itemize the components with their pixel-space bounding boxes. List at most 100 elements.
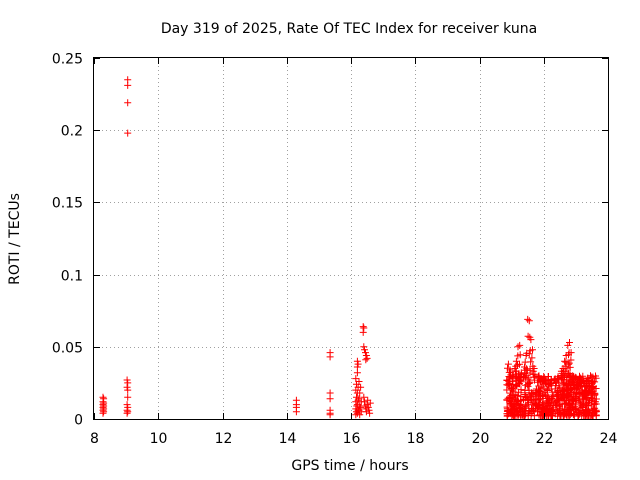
data-point	[538, 408, 545, 416]
data-point	[522, 402, 530, 410]
data-point	[532, 388, 540, 396]
data-point	[354, 396, 362, 404]
data-point	[356, 411, 364, 419]
data-points	[99, 76, 600, 420]
data-point	[523, 365, 531, 373]
data-point	[544, 387, 552, 394]
data-point	[565, 360, 573, 368]
y-tick-label: 0.15	[52, 196, 83, 212]
x-tick-label: 18	[407, 431, 425, 447]
data-point	[529, 346, 536, 354]
data-point	[548, 404, 556, 412]
data-point	[588, 409, 596, 417]
data-point	[591, 378, 599, 386]
data-point	[354, 360, 362, 368]
x-tick-label: 14	[279, 431, 297, 447]
data-point	[592, 406, 600, 414]
data-point	[536, 388, 543, 396]
data-point	[576, 375, 584, 383]
data-point	[582, 392, 589, 400]
data-point	[588, 384, 596, 392]
data-point	[579, 376, 587, 384]
data-point	[549, 406, 557, 414]
data-point	[528, 354, 536, 362]
data-point	[124, 408, 132, 416]
data-point	[124, 81, 132, 89]
plot-frame	[93, 57, 609, 420]
data-point	[524, 397, 532, 405]
data-point	[561, 391, 569, 399]
data-point	[526, 392, 534, 400]
data-point	[504, 360, 512, 368]
data-point	[99, 409, 107, 417]
data-point	[569, 396, 577, 404]
data-point	[541, 375, 549, 383]
data-point	[326, 411, 334, 419]
data-point	[532, 402, 540, 410]
data-point	[510, 411, 518, 419]
data-point	[566, 363, 574, 371]
data-point	[530, 399, 538, 407]
y-tick-label: 0.1	[61, 269, 83, 285]
y-tick-label: 0.05	[52, 341, 83, 357]
data-point	[124, 393, 132, 401]
data-point	[508, 374, 516, 382]
data-point	[527, 358, 535, 366]
data-point	[527, 412, 535, 420]
data-point	[360, 393, 368, 401]
data-point	[539, 393, 547, 401]
data-point	[551, 398, 559, 406]
data-point	[292, 408, 300, 416]
data-point	[362, 356, 370, 364]
data-point	[554, 395, 562, 403]
data-point	[578, 386, 586, 394]
x-tick-label: 12	[215, 431, 233, 447]
data-point	[564, 381, 572, 389]
data-point	[577, 400, 585, 408]
data-point	[567, 356, 575, 364]
data-point	[576, 372, 583, 380]
data-point	[516, 360, 523, 368]
data-point	[563, 365, 571, 373]
data-point	[554, 388, 562, 396]
data-point	[566, 407, 574, 415]
data-point	[560, 380, 568, 388]
data-point	[361, 346, 368, 354]
data-point	[512, 383, 520, 391]
data-point	[547, 411, 555, 419]
data-point	[505, 379, 513, 387]
data-point	[544, 411, 552, 418]
data-point	[522, 381, 530, 389]
data-point	[365, 406, 373, 414]
data-point	[567, 349, 575, 357]
data-point	[543, 402, 551, 410]
data-point	[584, 374, 592, 382]
data-point	[526, 369, 534, 377]
data-point	[583, 401, 591, 409]
data-point	[527, 393, 535, 401]
x-tick-label: 16	[343, 431, 361, 447]
data-point	[362, 352, 370, 359]
y-tick-label: 0	[74, 413, 83, 429]
data-point	[355, 378, 363, 385]
data-point	[509, 388, 517, 396]
data-point	[531, 370, 539, 378]
data-point	[124, 379, 132, 387]
data-point	[526, 378, 534, 386]
data-point	[535, 382, 543, 390]
y-tick-labels: 0 0.05 0.1 0.15 0.2 0.25	[52, 52, 83, 429]
data-point	[527, 336, 535, 344]
data-point	[357, 403, 365, 411]
data-point	[522, 371, 530, 379]
data-point	[508, 401, 516, 409]
data-point	[565, 376, 573, 384]
data-point	[565, 359, 573, 367]
x-tick-label: 22	[536, 431, 554, 447]
data-point	[556, 412, 564, 420]
data-point	[582, 410, 590, 417]
data-point	[588, 396, 596, 404]
x-tick-label: 8	[90, 431, 99, 447]
data-point	[504, 410, 512, 418]
axis-ticks	[94, 58, 609, 420]
